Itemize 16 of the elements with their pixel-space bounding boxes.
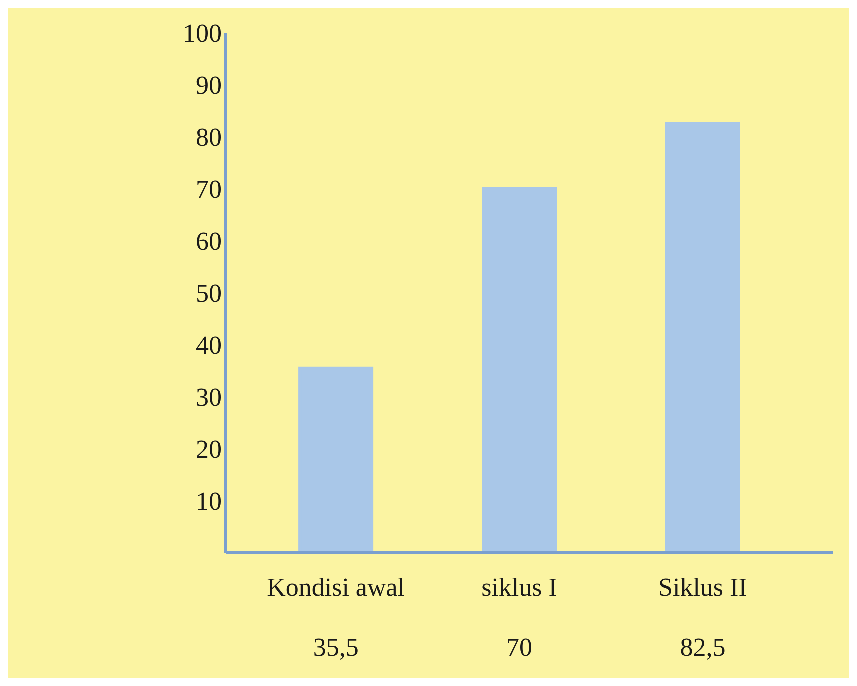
y-tick-label: 80 [196,123,222,152]
data-label: 70 [506,633,532,662]
y-tick-label: 40 [196,331,222,360]
x-tick-label: siklus I [482,573,558,602]
data-label: 82,5 [680,633,726,662]
y-tick-label: 60 [196,227,222,256]
y-tick-label: 100 [183,19,222,48]
x-tick-label: Siklus II [658,573,748,602]
y-tick-label: 10 [196,487,222,516]
y-tick-label: 50 [196,279,222,308]
y-tick-label: 90 [196,71,222,100]
y-tick-label: 70 [196,175,222,204]
y-tick-label: 20 [196,435,222,464]
y-tick-label: 30 [196,383,222,412]
data-label: 35,5 [313,633,359,662]
x-tick-label: Kondisi awal [267,573,406,602]
